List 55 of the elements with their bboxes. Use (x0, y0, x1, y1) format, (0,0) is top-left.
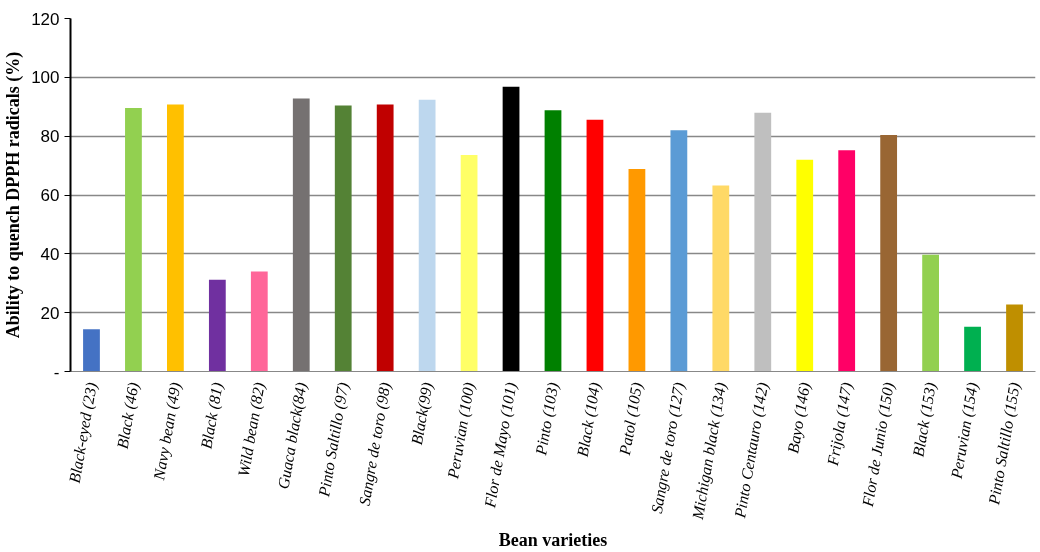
x-tick-label: Sangre de toro (98) (355, 381, 395, 507)
bar (418, 99, 436, 372)
bar (83, 329, 100, 372)
bar (1006, 304, 1023, 372)
bar (544, 110, 562, 372)
x-tick-label: Black-eyed (23) (65, 381, 101, 485)
bar (712, 185, 730, 372)
bar (125, 107, 142, 372)
bar (208, 279, 226, 372)
y-tick-label: 20 (40, 303, 60, 323)
y-tick-label: - (53, 362, 60, 382)
x-tick-label: Black (104) (573, 381, 605, 459)
bar (334, 105, 352, 372)
bar (964, 326, 981, 372)
x-tick-label: Frijola (147) (823, 381, 857, 468)
y-tick-label: 100 (31, 68, 60, 88)
x-tick-label: Black (81) (197, 381, 227, 451)
x-tick-label: Sangre de toro (127) (647, 381, 689, 515)
x-tick-label: Patol (105) (615, 381, 647, 458)
bar (922, 254, 939, 372)
bar (502, 86, 520, 372)
x-tick-label: Black (153) (909, 381, 940, 459)
bar (838, 150, 856, 372)
bar (754, 112, 772, 372)
x-tick-label: Pinto Saltillo (97) (315, 381, 353, 499)
x-tick-label: Flor de Junio (150) (858, 381, 899, 510)
x-tick-label: Peruvian (100) (444, 381, 479, 481)
bar (880, 134, 898, 372)
x-tick-label: Black (46) (113, 381, 143, 451)
y-tick-label: 80 (40, 127, 60, 147)
x-tick-label: Michigan black (134) (688, 381, 731, 522)
bar (376, 104, 394, 372)
bar (460, 154, 478, 372)
bar (167, 104, 184, 372)
bar (796, 159, 814, 372)
x-tick-label: Pinto Centauro (142) (730, 381, 773, 521)
x-tick-label: Pinto (103) (531, 381, 563, 458)
bar (670, 130, 688, 372)
y-tick-label: 60 (40, 186, 60, 205)
x-tick-label: Peruvian (154) (947, 381, 982, 481)
y-tick-label: 40 (40, 244, 60, 264)
x-tick-label: Navy bean (49) (150, 381, 185, 483)
x-tick-label: Guaca black(84) (274, 381, 311, 491)
x-tick-label: Wild bean (82) (234, 381, 269, 478)
y-axis-title: Ability to quench DPPH radicals (%) (3, 51, 25, 339)
y-tick-label: 120 (31, 9, 60, 29)
x-tick-label: Black(99) (408, 381, 437, 447)
x-tick-label: Flor de Mayo (101) (480, 381, 521, 510)
bar (628, 169, 646, 372)
bar (292, 98, 310, 372)
x-axis-title: Bean varieties (498, 530, 608, 550)
bar (586, 119, 604, 372)
bar (250, 271, 268, 372)
x-tick-label: Pinto Saltillo (155) (984, 381, 1024, 507)
x-tick-label: Bayo (146) (784, 381, 815, 455)
